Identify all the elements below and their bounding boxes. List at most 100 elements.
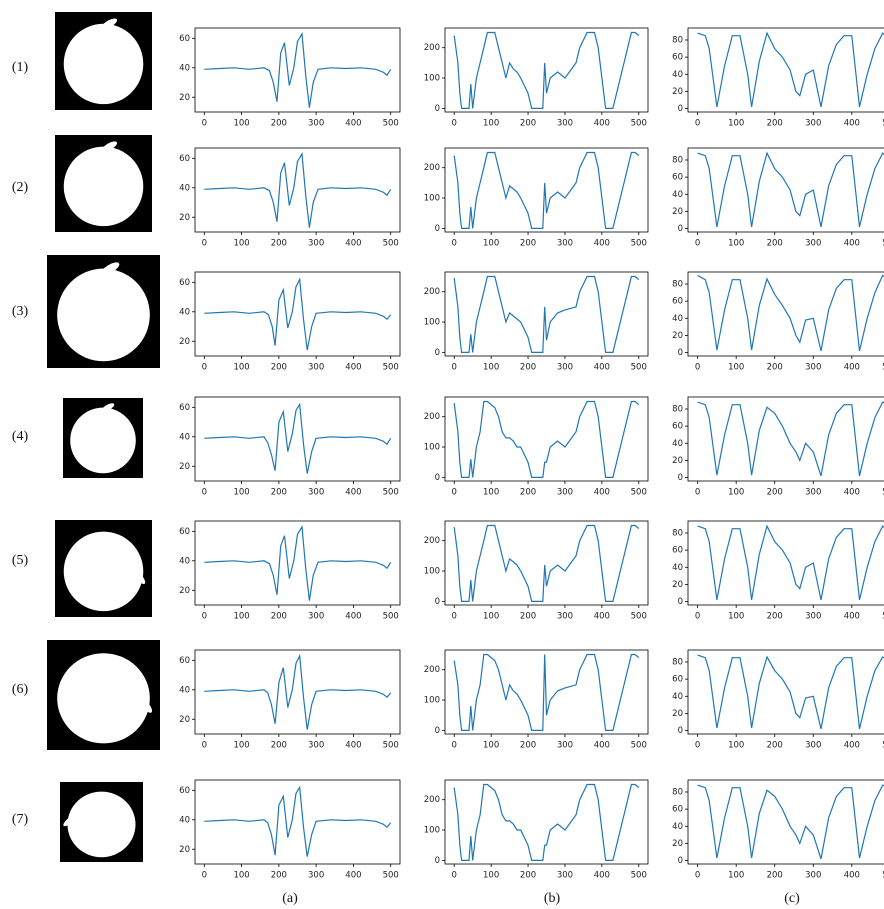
data-line [453, 653, 640, 731]
x-tick-label: 500 [631, 239, 647, 249]
plot-frame [687, 27, 884, 113]
row-label: (4) [12, 429, 29, 444]
x-tick-label: 200 [767, 741, 783, 751]
x-tick-label: 200 [767, 239, 783, 249]
x-tick-label: 100 [728, 871, 744, 881]
data-line [697, 784, 884, 860]
x-tick-label: 100 [483, 871, 499, 881]
y-tick-label: 40 [179, 556, 190, 566]
x-tick-label: 500 [882, 488, 884, 498]
x-tick-label: 400 [345, 363, 361, 373]
y-tick-label: 80 [672, 658, 683, 668]
y-tick-label: 40 [179, 432, 190, 442]
x-tick-label: 300 [557, 612, 573, 622]
x-tick-label: 200 [520, 488, 536, 498]
x-tick-label: 100 [233, 239, 249, 249]
x-tick-label: 500 [882, 871, 884, 881]
x-tick-label: 200 [767, 363, 783, 373]
x-tick-label: 200 [271, 612, 287, 622]
y-tick-label: 100 [424, 74, 440, 84]
x-tick-label: 400 [594, 741, 610, 751]
y-tick-label: 100 [424, 826, 440, 836]
y-tick-label: 40 [672, 563, 683, 573]
y-tick-label: 100 [424, 318, 440, 328]
x-tick-label: 500 [631, 741, 647, 751]
x-tick-label: 400 [345, 612, 361, 622]
x-tick-label: 100 [483, 363, 499, 373]
plot-frame [444, 649, 649, 735]
y-tick-label: 20 [672, 580, 683, 590]
y-tick-label: 80 [672, 405, 683, 415]
x-tick-label: 400 [844, 363, 860, 373]
x-tick-label: 200 [271, 239, 287, 249]
x-tick-label: 0 [452, 741, 457, 751]
x-tick-label: 0 [452, 363, 457, 373]
data-line [697, 151, 884, 228]
apple-silhouette [67, 791, 136, 858]
plot-frame [687, 271, 884, 357]
apple-stem [136, 694, 153, 713]
y-tick-label: 200 [424, 536, 440, 546]
y-tick-label: 20 [672, 839, 683, 849]
plot-frame [194, 27, 401, 113]
x-tick-label: 100 [233, 871, 249, 881]
data-line [204, 653, 392, 730]
y-tick-label: 0 [435, 224, 440, 234]
x-tick-label: 300 [805, 488, 821, 498]
plot-frame [444, 779, 649, 865]
x-tick-label: 300 [308, 741, 324, 751]
data-line [453, 783, 640, 861]
y-tick-label: 80 [672, 36, 683, 46]
column-label: (c) [784, 891, 800, 906]
x-tick-label: 300 [805, 119, 821, 129]
y-tick-label: 20 [179, 715, 190, 725]
y-tick-label: 80 [672, 280, 683, 290]
row-label: (2) [12, 180, 29, 195]
y-tick-label: 0 [678, 473, 683, 483]
y-tick-label: 20 [672, 207, 683, 217]
row-label: (1) [12, 60, 29, 75]
x-tick-label: 500 [882, 612, 884, 622]
x-tick-label: 300 [308, 612, 324, 622]
x-tick-label: 500 [631, 363, 647, 373]
plot-frame [194, 271, 401, 357]
apple-stem [101, 18, 118, 30]
x-tick-label: 500 [882, 119, 884, 129]
x-tick-label: 300 [308, 871, 324, 881]
x-tick-label: 100 [233, 119, 249, 129]
x-tick-label: 300 [805, 239, 821, 249]
x-tick-label: 200 [520, 612, 536, 622]
x-tick-label: 300 [557, 363, 573, 373]
x-tick-label: 500 [383, 239, 399, 249]
x-tick-label: 400 [844, 612, 860, 622]
x-tick-label: 500 [383, 119, 399, 129]
y-tick-label: 60 [179, 278, 190, 288]
x-tick-label: 200 [520, 741, 536, 751]
x-tick-label: 400 [594, 488, 610, 498]
y-tick-label: 0 [678, 348, 683, 358]
x-tick-label: 200 [520, 363, 536, 373]
x-tick-label: 500 [383, 871, 399, 881]
x-tick-label: 200 [271, 363, 287, 373]
x-tick-label: 300 [557, 488, 573, 498]
x-tick-label: 500 [631, 488, 647, 498]
x-tick-label: 400 [594, 871, 610, 881]
y-tick-label: 20 [179, 93, 190, 103]
x-tick-label: 0 [452, 871, 457, 881]
x-tick-label: 300 [308, 363, 324, 373]
x-tick-label: 200 [767, 488, 783, 498]
x-tick-label: 400 [844, 871, 860, 881]
y-tick-label: 60 [672, 422, 683, 432]
x-tick-label: 0 [695, 871, 700, 881]
x-tick-label: 300 [308, 239, 324, 249]
y-tick-label: 60 [672, 53, 683, 63]
y-tick-label: 60 [179, 154, 190, 164]
apple-silhouette [63, 23, 144, 105]
y-tick-label: 0 [435, 597, 440, 607]
x-tick-label: 100 [483, 741, 499, 751]
x-tick-label: 400 [345, 119, 361, 129]
y-tick-label: 100 [424, 194, 440, 204]
y-tick-label: 20 [672, 87, 683, 97]
